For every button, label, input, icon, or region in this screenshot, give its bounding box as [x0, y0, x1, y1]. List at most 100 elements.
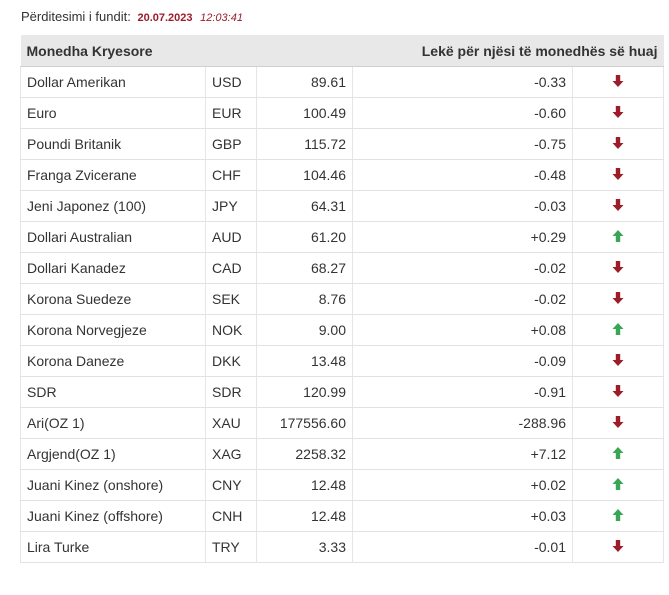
trend-cell	[572, 500, 664, 532]
table-row: Euro EUR 100.49 -0.60	[20, 97, 664, 129]
currency-name: Argjend(OZ 1)	[20, 438, 206, 470]
currency-code: XAG	[205, 438, 257, 470]
currency-code: CHF	[205, 159, 257, 191]
last-updated-time: 12:03:41	[200, 12, 243, 24]
rate-change: +0.08	[352, 314, 573, 346]
exchange-rate: 104.46	[256, 159, 353, 191]
exchange-rates-table: Monedha Kryesore Lekë për njësi të moned…	[20, 35, 664, 563]
trend-cell	[572, 469, 664, 501]
trend-cell	[572, 376, 664, 408]
last-updated-label: Përditesimi i fundit:	[21, 9, 131, 24]
arrow-down-icon	[612, 260, 624, 273]
rate-change: -0.02	[352, 252, 573, 284]
trend-cell	[572, 97, 664, 129]
rate-change: -0.33	[352, 66, 573, 98]
table-row: Jeni Japonez (100) JPY 64.31 -0.03	[20, 190, 664, 222]
trend-cell	[572, 345, 664, 377]
currency-code: CNH	[205, 500, 257, 532]
table-row: Dollari Kanadez CAD 68.27 -0.02	[20, 252, 664, 284]
currency-code: USD	[205, 66, 257, 98]
rate-change: -0.01	[352, 531, 573, 563]
table-header-row: Monedha Kryesore Lekë për njësi të moned…	[20, 35, 664, 67]
rate-change: -0.75	[352, 128, 573, 160]
exchange-rate: 115.72	[256, 128, 353, 160]
currency-code: EUR	[205, 97, 257, 129]
currency-name: Poundi Britanik	[20, 128, 206, 160]
rate-change: +0.29	[352, 221, 573, 253]
arrow-up-icon	[612, 477, 624, 490]
arrow-up-icon	[612, 446, 624, 459]
exchange-rate: 9.00	[256, 314, 353, 346]
table-row: SDR SDR 120.99 -0.91	[20, 376, 664, 408]
rate-change: -288.96	[352, 407, 573, 439]
currency-name: Korona Norvegjeze	[20, 314, 206, 346]
currency-name: Ari(OZ 1)	[20, 407, 206, 439]
exchange-rate: 120.99	[256, 376, 353, 408]
currency-name: Dollari Australian	[20, 221, 206, 253]
table-row: Juani Kinez (onshore) CNY 12.48 +0.02	[20, 469, 664, 501]
currency-name: SDR	[20, 376, 206, 408]
trend-cell	[572, 314, 664, 346]
currency-code: SEK	[205, 283, 257, 315]
arrow-down-icon	[612, 291, 624, 304]
rate-change: -0.48	[352, 159, 573, 191]
arrow-down-icon	[612, 105, 624, 118]
currency-code: AUD	[205, 221, 257, 253]
currency-name: Korona Suedeze	[20, 283, 206, 315]
arrow-down-icon	[612, 539, 624, 552]
rate-change: +7.12	[352, 438, 573, 470]
currency-code: DKK	[205, 345, 257, 377]
table-row: Argjend(OZ 1) XAG 2258.32 +7.12	[20, 438, 664, 470]
exchange-rate: 12.48	[256, 500, 353, 532]
currency-code: CAD	[205, 252, 257, 284]
currency-code: TRY	[205, 531, 257, 563]
table-row: Korona Daneze DKK 13.48 -0.09	[20, 345, 664, 377]
rate-change: -0.91	[352, 376, 573, 408]
currency-code: NOK	[205, 314, 257, 346]
rate-change: -0.03	[352, 190, 573, 222]
arrow-up-icon	[612, 322, 624, 335]
currency-name: Juani Kinez (offshore)	[20, 500, 206, 532]
currency-name: Lira Turke	[20, 531, 206, 563]
last-updated-date: 20.07.2023	[137, 12, 193, 24]
trend-cell	[572, 438, 664, 470]
currency-code: XAU	[205, 407, 257, 439]
exchange-rate: 68.27	[256, 252, 353, 284]
exchange-rate: 100.49	[256, 97, 353, 129]
exchange-rate: 64.31	[256, 190, 353, 222]
rate-change: -0.09	[352, 345, 573, 377]
table-row: Poundi Britanik GBP 115.72 -0.75	[20, 128, 664, 160]
arrow-down-icon	[612, 384, 624, 397]
arrow-down-icon	[612, 74, 624, 87]
exchange-rate: 12.48	[256, 469, 353, 501]
exchange-rate: 2258.32	[256, 438, 353, 470]
arrow-up-icon	[612, 508, 624, 521]
currency-name: Dollar Amerikan	[20, 66, 206, 98]
exchange-rate: 61.20	[256, 221, 353, 253]
trend-cell	[572, 190, 664, 222]
currency-code: JPY	[205, 190, 257, 222]
trend-cell	[572, 159, 664, 191]
currency-name: Jeni Japonez (100)	[20, 190, 206, 222]
rate-change: +0.02	[352, 469, 573, 501]
exchange-rate: 8.76	[256, 283, 353, 315]
trend-cell	[572, 128, 664, 160]
currency-name: Franga Zvicerane	[20, 159, 206, 191]
trend-cell	[572, 66, 664, 98]
table-row: Lira Turke TRY 3.33 -0.01	[20, 531, 664, 563]
rate-change: +0.03	[352, 500, 573, 532]
table-row: Korona Suedeze SEK 8.76 -0.02	[20, 283, 664, 315]
currency-name: Euro	[20, 97, 206, 129]
exchange-rate: 13.48	[256, 345, 353, 377]
currency-name: Juani Kinez (onshore)	[20, 469, 206, 501]
currency-code: SDR	[205, 376, 257, 408]
table-row: Dollari Australian AUD 61.20 +0.29	[20, 221, 664, 253]
column-header-rate: Lekë për njësi të monedhës së huaj	[256, 35, 664, 67]
exchange-rate: 177556.60	[256, 407, 353, 439]
arrow-down-icon	[612, 167, 624, 180]
column-header-main-currency: Monedha Kryesore	[20, 35, 257, 67]
currency-code: CNY	[205, 469, 257, 501]
trend-cell	[572, 252, 664, 284]
trend-cell	[572, 283, 664, 315]
arrow-down-icon	[612, 136, 624, 149]
